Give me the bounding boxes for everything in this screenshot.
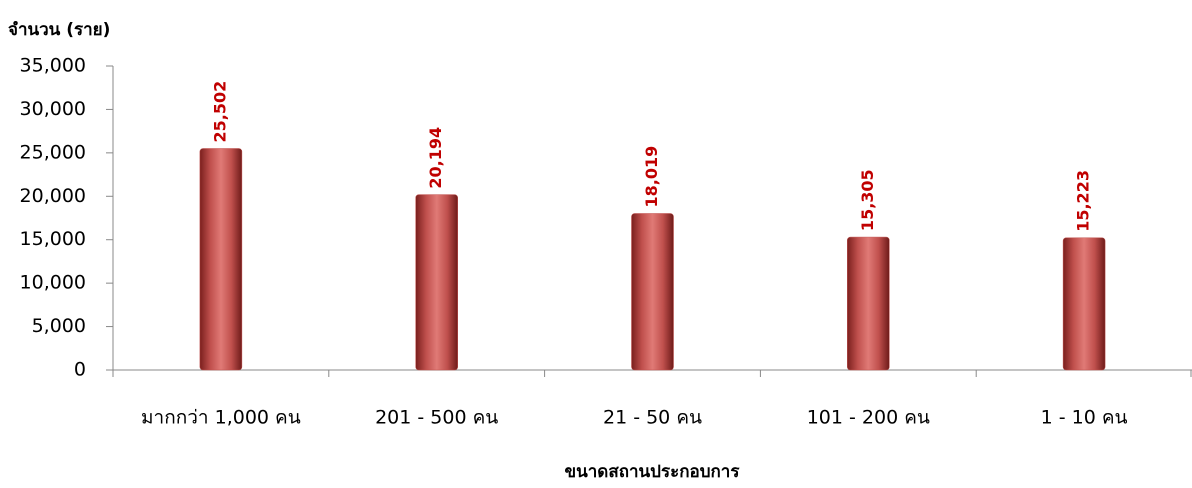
- x-tick-label: 1 - 10 คน: [1041, 407, 1128, 429]
- x-tick-label: 21 - 50 คน: [603, 407, 702, 429]
- bar: [631, 213, 674, 371]
- y-tick-label: 0: [74, 359, 86, 381]
- y-tick-label: 10,000: [20, 272, 86, 294]
- value-label: 15,305: [858, 169, 877, 231]
- x-tick-label: มากกว่า 1,000 คน: [141, 407, 301, 429]
- y-tick-label: 20,000: [20, 185, 86, 207]
- value-label: 20,194: [426, 127, 445, 189]
- bar: [415, 194, 458, 371]
- y-tick-label: 30,000: [20, 98, 86, 120]
- bar: [199, 148, 243, 371]
- y-tick-label: 25,000: [20, 141, 86, 163]
- bar: [1062, 237, 1106, 371]
- y-tick-label: 5,000: [32, 315, 86, 337]
- y-tick-label: 15,000: [20, 228, 86, 250]
- y-axis-title: จำนวน (ราย): [8, 20, 110, 40]
- value-label: 15,223: [1074, 170, 1093, 232]
- y-tick-label: 35,000: [20, 55, 86, 77]
- value-label: 25,502: [210, 81, 229, 143]
- bar: [847, 236, 890, 371]
- x-tick-label: 101 - 200 คน: [807, 407, 930, 429]
- x-axis-title: ขนาดสถานประกอบการ: [565, 462, 741, 482]
- value-label: 18,019: [642, 146, 661, 208]
- x-tick-label: 201 - 500 คน: [375, 407, 498, 429]
